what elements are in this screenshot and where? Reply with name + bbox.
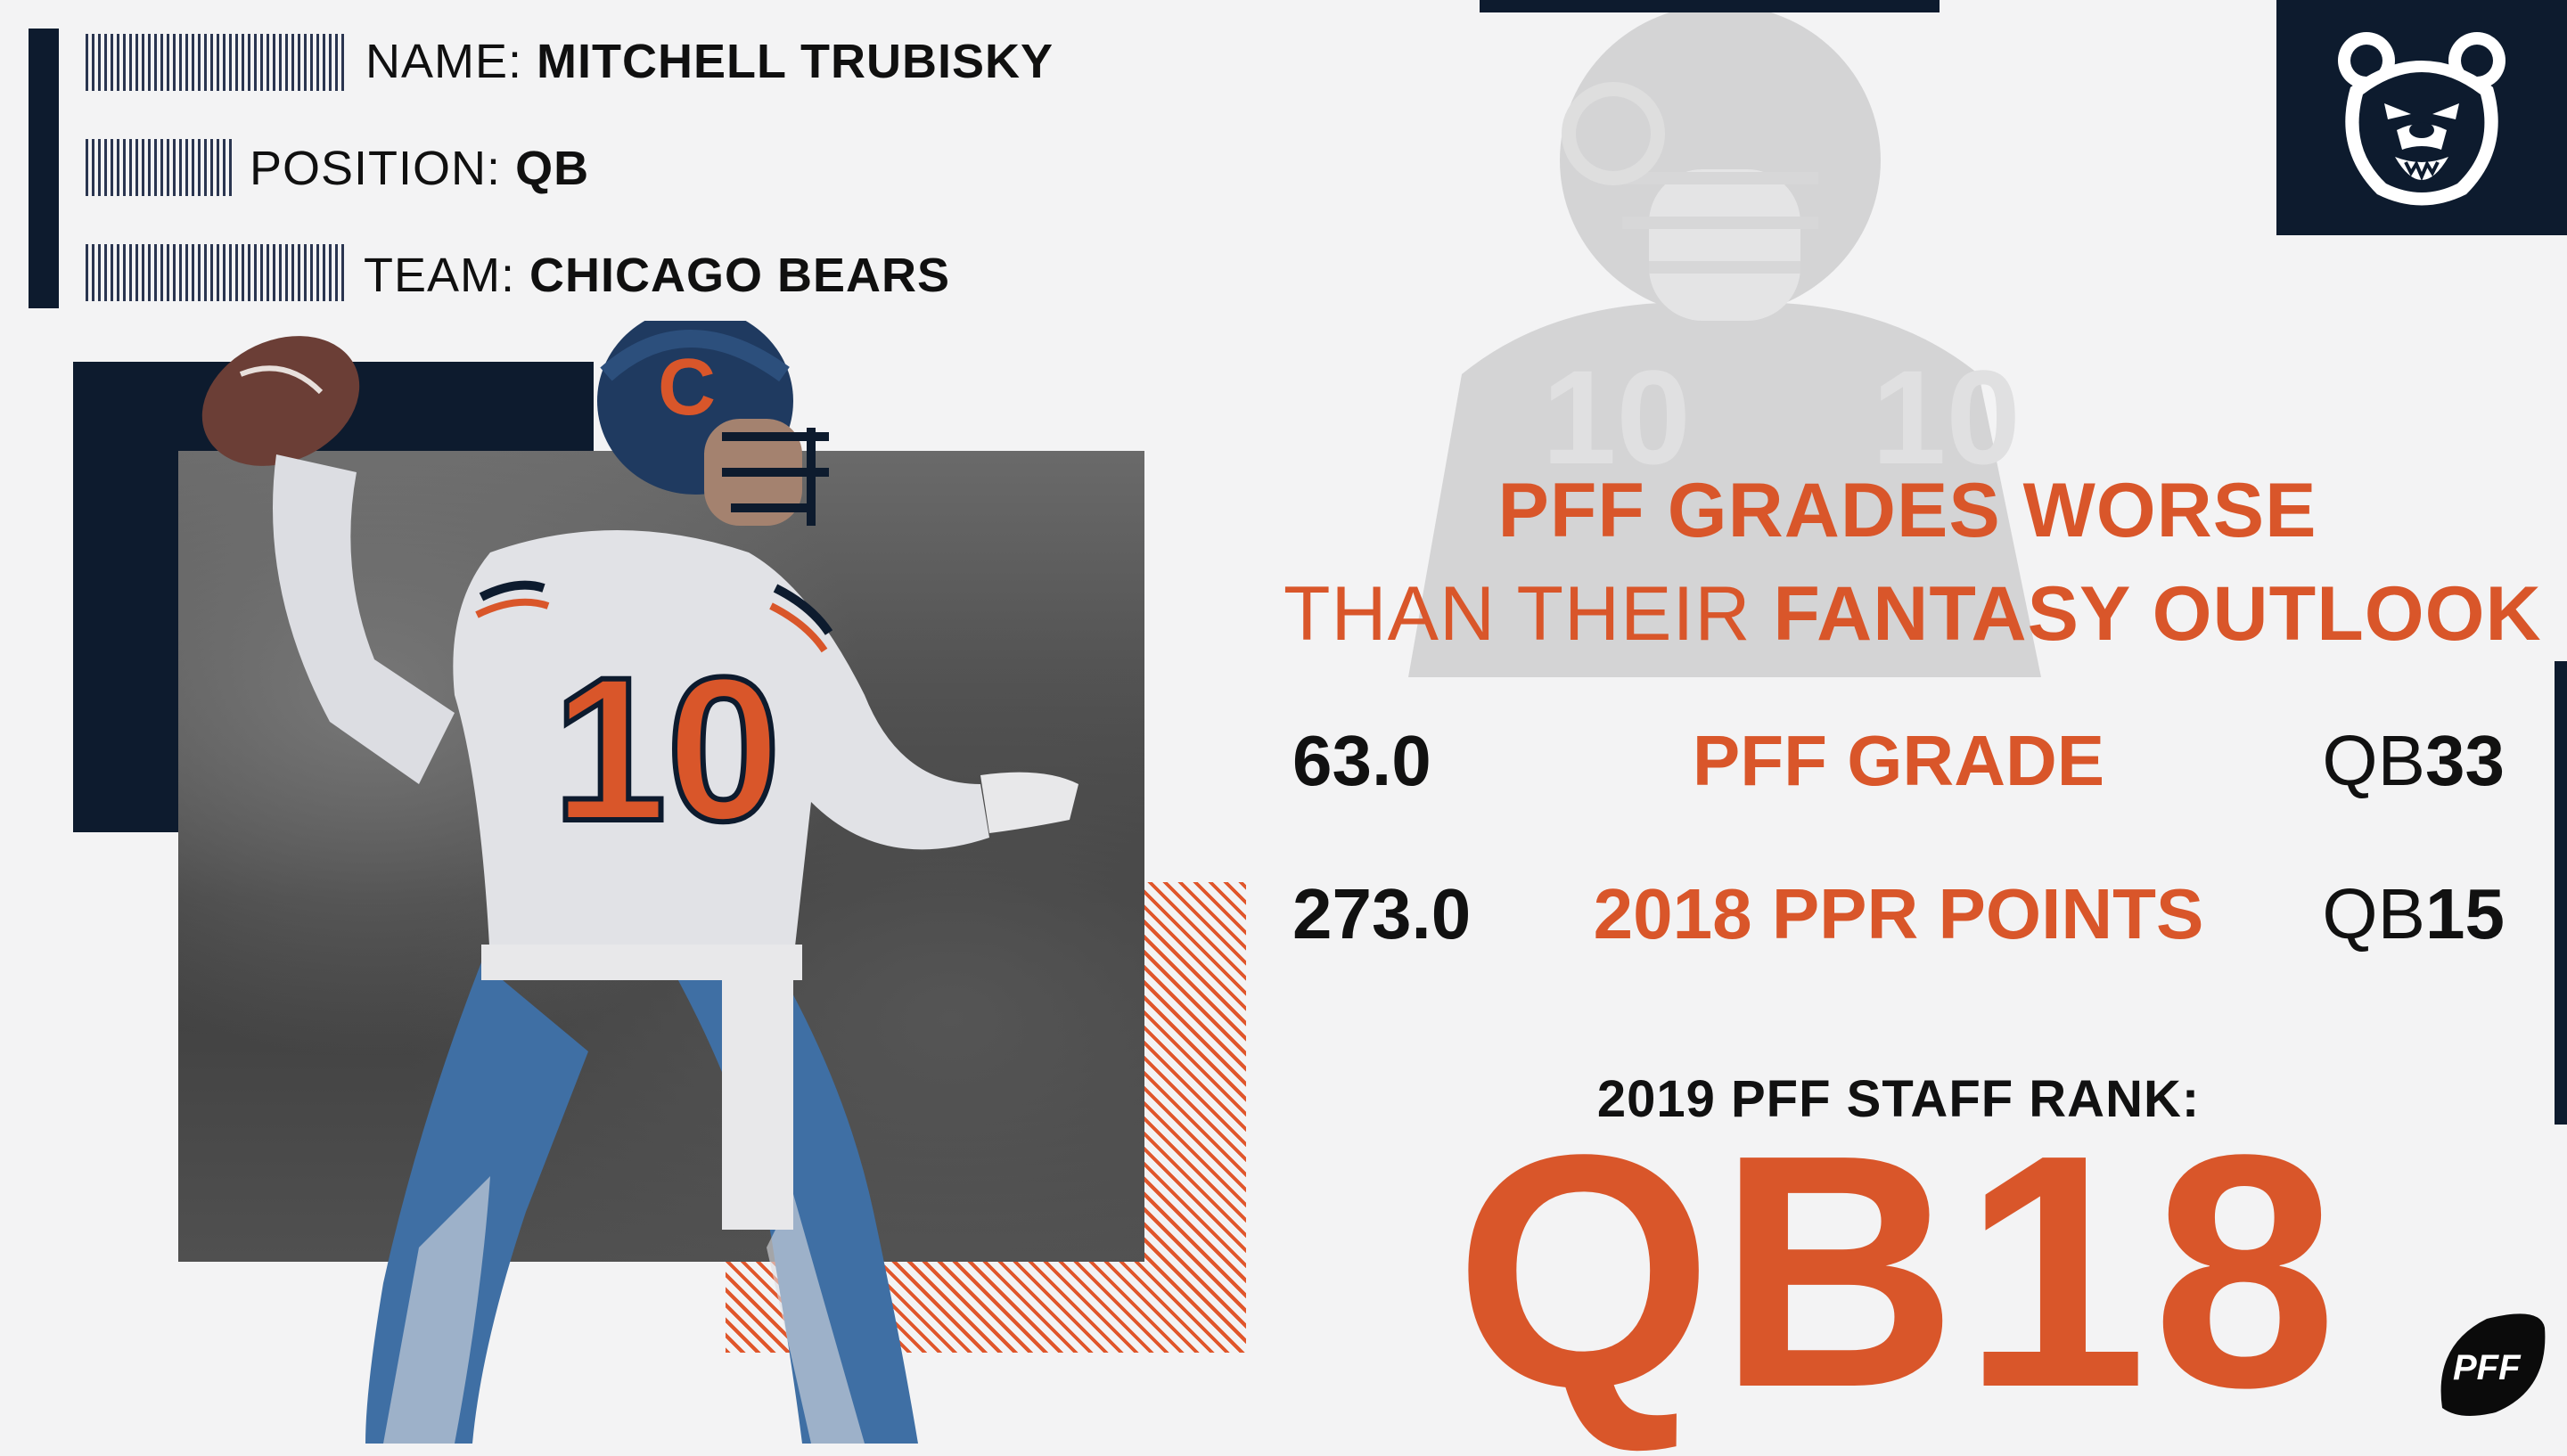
- right-accent-bar: [2555, 661, 2567, 1125]
- team-row: TEAM: CHICAGO BEARS: [364, 248, 950, 303]
- pff-football-icon: PFF: [2433, 1310, 2549, 1417]
- stat-rank-prefix: QB: [2322, 874, 2426, 953]
- player-team: CHICAGO BEARS: [529, 249, 951, 302]
- background-player-portrait: 10 10: [1355, 0, 2086, 677]
- bear-head-icon: [2333, 25, 2511, 217]
- stat-label: PFF GRADE: [1692, 721, 2105, 800]
- player-name: MITCHELL TRUBISKY: [537, 35, 1054, 88]
- name-row: NAME: MITCHELL TRUBISKY: [365, 34, 1054, 89]
- stat-value: 273.0: [1292, 874, 1472, 953]
- position-row: POSITION: QB: [250, 141, 589, 196]
- svg-text:10: 10: [1872, 342, 2021, 492]
- svg-text:10: 10: [553, 634, 781, 863]
- stat-value: 63.0: [1292, 721, 1431, 800]
- position-label: POSITION:: [250, 142, 502, 195]
- headline-line-2-light: THAN THEIR: [1284, 571, 1774, 657]
- info-accent-bar: [29, 29, 59, 308]
- stat-label: 2018 PPR POINTS: [1593, 874, 2204, 953]
- team-row-barcode: [86, 244, 344, 301]
- stat-rank: QB15: [2322, 873, 2505, 955]
- headline-line-2-bold: FANTASY OUTLOOK: [1773, 571, 2542, 657]
- name-label: NAME:: [365, 35, 523, 88]
- staff-rank-label: 2019 PFF STAFF RANK:: [1596, 1070, 2201, 1128]
- player-position: QB: [515, 142, 590, 195]
- team-label: TEAM:: [364, 249, 516, 302]
- stat-rank-prefix: QB: [2322, 721, 2426, 800]
- position-row-barcode: [86, 139, 232, 196]
- svg-text:C: C: [658, 343, 716, 432]
- headline-line-1: PFF GRADES WORSE: [1497, 468, 2317, 553]
- team-logo-badge: [2276, 0, 2567, 235]
- pff-logo-text: PFF: [2453, 1348, 2522, 1387]
- top-accent-bar: [1480, 0, 1940, 12]
- stat-rank-number: 15: [2425, 874, 2505, 953]
- player-action-photo: 10 C: [187, 307, 1257, 1444]
- staff-rank-value: QB18: [1455, 1085, 2342, 1456]
- stat-rank-number: 33: [2425, 721, 2505, 800]
- stat-row-ppr-points: 273.0 2018 PPR POINTS QB15: [1292, 873, 2505, 962]
- svg-text:10: 10: [1542, 342, 1691, 492]
- name-row-barcode: [86, 34, 344, 91]
- stat-rank: QB33: [2322, 720, 2505, 802]
- stat-row-pff-grade: 63.0 PFF GRADE QB33: [1292, 720, 2505, 809]
- headline-line-2: THAN THEIR FANTASY OUTLOOK: [1284, 570, 2541, 658]
